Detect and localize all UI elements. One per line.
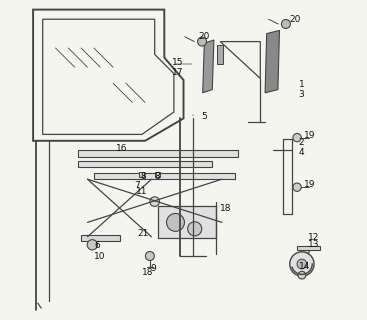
Polygon shape: [203, 40, 214, 93]
Circle shape: [293, 133, 301, 142]
Bar: [81, 235, 120, 241]
Bar: [94, 173, 235, 179]
Bar: [297, 246, 320, 250]
Bar: [158, 206, 215, 238]
Text: 8: 8: [140, 172, 146, 181]
Text: 20: 20: [289, 15, 301, 24]
Text: 18: 18: [142, 268, 153, 277]
Circle shape: [145, 252, 155, 260]
Text: 15
17: 15 17: [172, 58, 184, 77]
Circle shape: [197, 37, 207, 46]
Circle shape: [167, 213, 185, 231]
Text: 21: 21: [137, 229, 149, 238]
Polygon shape: [265, 30, 280, 93]
Text: 1
3: 1 3: [299, 80, 305, 99]
Text: 5: 5: [201, 112, 207, 121]
Circle shape: [150, 197, 160, 206]
Circle shape: [297, 259, 307, 269]
Bar: [78, 150, 238, 157]
Text: 19: 19: [304, 180, 315, 189]
Text: 18: 18: [220, 204, 232, 213]
Bar: [217, 45, 223, 64]
Bar: [139, 172, 145, 177]
Circle shape: [281, 20, 290, 28]
Circle shape: [290, 252, 314, 276]
Bar: [155, 172, 160, 177]
Polygon shape: [33, 10, 184, 141]
Text: 13: 13: [308, 240, 320, 249]
Circle shape: [301, 247, 309, 255]
Text: 19: 19: [304, 131, 315, 140]
Text: 14: 14: [299, 262, 310, 271]
Circle shape: [87, 240, 97, 250]
Text: 16: 16: [116, 144, 128, 153]
Circle shape: [293, 183, 301, 191]
Text: 11: 11: [135, 188, 147, 196]
Bar: [78, 161, 212, 167]
Text: 12: 12: [308, 233, 320, 242]
Text: 20: 20: [198, 32, 209, 41]
Text: 2
4: 2 4: [299, 138, 304, 157]
Circle shape: [188, 222, 202, 236]
Text: 8: 8: [154, 172, 160, 181]
Text: 7: 7: [134, 181, 140, 190]
Text: 6
10: 6 10: [94, 242, 105, 261]
Text: 9: 9: [151, 264, 157, 273]
Circle shape: [298, 271, 306, 279]
